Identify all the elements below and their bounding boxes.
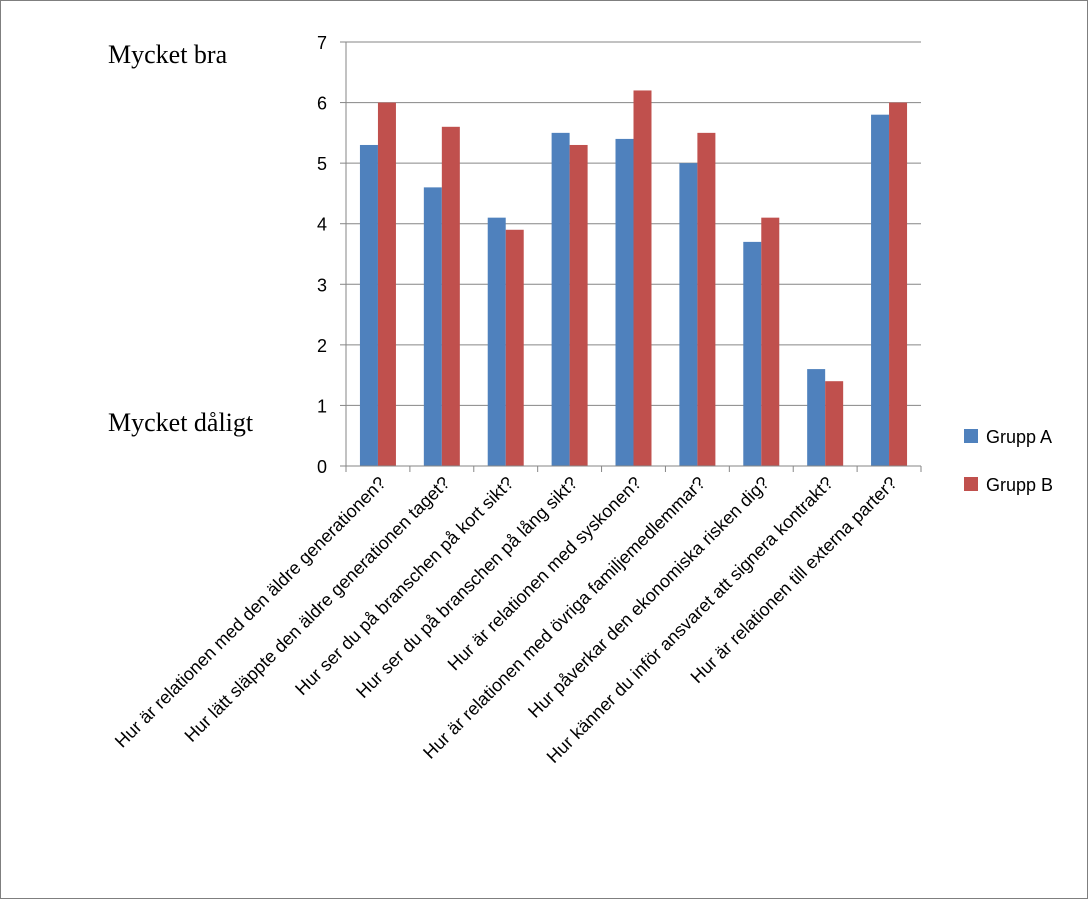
- bar-grupp-a: [359, 144, 378, 466]
- y-tick-label: 2: [317, 336, 327, 356]
- bar-grupp-b: [569, 144, 588, 466]
- y-tick-label: 6: [317, 94, 327, 114]
- bar-grupp-a: [807, 369, 826, 466]
- legend-label-a: Grupp A: [986, 427, 1052, 447]
- bar-grupp-a: [423, 187, 442, 466]
- annotation-top: Mycket bra: [108, 40, 228, 69]
- bar-grupp-b: [377, 102, 396, 467]
- bar-grupp-b: [825, 381, 844, 466]
- y-tick-label: 3: [317, 275, 327, 295]
- category-labels: Hur är relationen med den äldre generati…: [111, 473, 901, 767]
- y-tick-label: 0: [317, 457, 327, 477]
- bar-grupp-b: [505, 229, 524, 466]
- annotation-bottom: Mycket dåligt: [108, 408, 254, 437]
- bar-grupp-a: [679, 163, 698, 466]
- bar-grupp-b: [889, 102, 908, 467]
- bar-grupp-a: [743, 241, 762, 466]
- bar-grupp-b: [697, 132, 716, 466]
- legend-label-b: Grupp B: [986, 475, 1053, 495]
- axes: [345, 42, 922, 472]
- bar-grupp-a: [487, 217, 506, 466]
- y-tick-labels: 0 1 2 3 4 5 6 7: [317, 33, 327, 477]
- y-tick-label: 5: [317, 154, 327, 174]
- y-tick-label: 4: [317, 215, 327, 235]
- bar-grupp-a: [615, 138, 634, 466]
- bar-grupp-b: [441, 126, 460, 467]
- legend-swatch-a: [964, 429, 978, 443]
- category-label: Hur lätt släppte den äldre generationen …: [181, 473, 454, 746]
- bar-grupp-b: [633, 90, 652, 466]
- y-tick-label: 1: [317, 396, 327, 416]
- bar-grupp-a: [871, 114, 890, 466]
- category-label: Hur är relationen med den äldre generati…: [111, 473, 390, 752]
- category-label: Hur ser du på branschen på lång sikt?: [352, 473, 581, 702]
- bar-grupp-b: [761, 217, 780, 466]
- bar-grupp-a: [551, 132, 570, 466]
- y-tick-label: 7: [317, 33, 327, 53]
- legend-swatch-b: [964, 477, 978, 491]
- legend: Grupp A Grupp B: [964, 427, 1053, 495]
- bars: [359, 90, 908, 467]
- category-label: Hur påverkar den ekonomiska risken dig?: [524, 473, 773, 722]
